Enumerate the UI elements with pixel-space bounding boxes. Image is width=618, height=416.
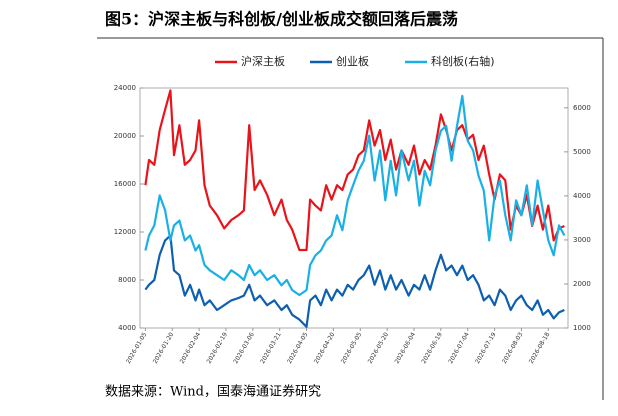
legend-label: 沪深主板 — [241, 54, 285, 68]
y-tick-label: 16000 — [114, 180, 136, 188]
x-tick-label: 2026-02-04 — [179, 331, 203, 365]
x-tick-label: 2026-02-19 — [205, 331, 229, 365]
x-tick-label: 2026-03-21 — [259, 331, 283, 365]
y-tick-label: 12000 — [114, 228, 136, 236]
legend-label: 科创板(右轴) — [431, 54, 495, 68]
x-tick-label: 2026-06-04 — [394, 331, 418, 365]
y2-tick-label: 1000 — [573, 324, 591, 332]
x-tick-label: 2026-04-05 — [286, 331, 310, 365]
x-tick-label: 2026-03-06 — [232, 331, 256, 365]
source-note: 数据来源：Wind，国泰海通证券研究 — [105, 384, 321, 400]
x-tick-label: 2026-07-19 — [474, 331, 498, 365]
x-tick-label: 2026-05-05 — [340, 331, 364, 365]
y2-tick-label: 4000 — [573, 192, 591, 200]
x-tick-label: 2026-08-18 — [528, 331, 552, 365]
chart-title: 图5：沪深主板与科创板/创业板成交额回落后震荡 — [105, 10, 458, 29]
y-tick-label: 8000 — [118, 276, 136, 284]
x-tick-label: 2026-04-20 — [313, 331, 337, 365]
series-line — [144, 94, 566, 297]
series-line — [144, 234, 565, 328]
legend-label: 创业板 — [336, 54, 369, 68]
y2-tick-label: 3000 — [573, 236, 591, 244]
x-tick-label: 2026-01-05 — [125, 331, 149, 365]
y-tick-label: 4000 — [118, 324, 136, 332]
y-tick-label: 20000 — [114, 132, 136, 140]
y2-tick-label: 5000 — [573, 148, 591, 156]
x-tick-label: 2026-07-04 — [447, 331, 471, 365]
plot-frame — [139, 87, 569, 329]
y2-tick-label: 2000 — [573, 280, 591, 288]
x-tick-label: 2026-01-20 — [152, 331, 176, 365]
y2-tick-label: 6000 — [573, 104, 591, 112]
x-tick-label: 2026-05-20 — [367, 331, 391, 365]
x-tick-label: 2026-08-03 — [501, 331, 525, 365]
x-tick-label: 2026-06-19 — [420, 331, 444, 365]
series-line — [144, 89, 565, 252]
y-tick-label: 24000 — [114, 84, 136, 92]
